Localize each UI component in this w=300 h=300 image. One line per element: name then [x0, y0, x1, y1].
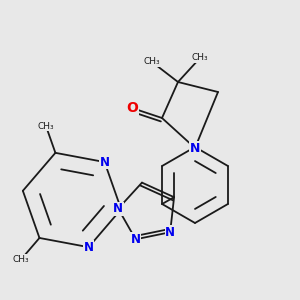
Text: N: N [190, 142, 200, 154]
Text: CH₃: CH₃ [13, 255, 29, 264]
Text: CH₃: CH₃ [144, 58, 160, 67]
Text: N: N [165, 226, 175, 239]
Text: CH₃: CH₃ [192, 53, 208, 62]
Text: N: N [100, 155, 110, 169]
Text: N: N [130, 233, 141, 246]
Text: O: O [126, 101, 138, 115]
Text: N: N [84, 241, 94, 254]
Text: N: N [113, 202, 123, 215]
Text: CH₃: CH₃ [38, 122, 54, 131]
